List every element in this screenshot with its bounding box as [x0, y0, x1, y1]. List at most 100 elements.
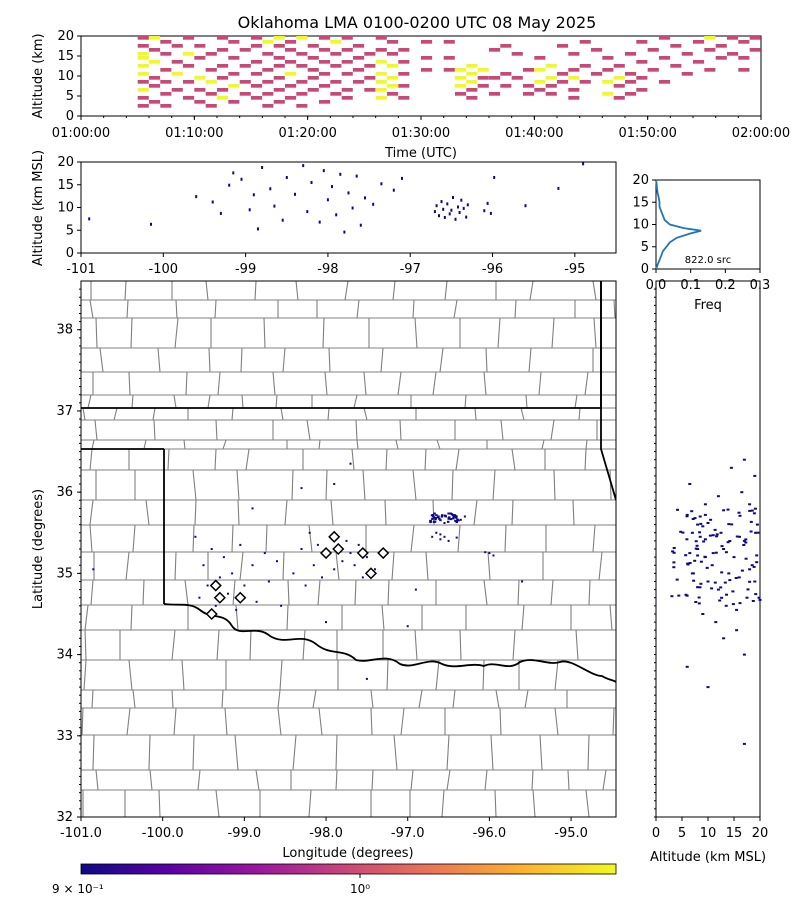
- altitude-latitude-point: [709, 518, 713, 521]
- county-line: [392, 281, 396, 301]
- longitude-altitude-point: [252, 193, 255, 197]
- time-altitude-cell: [217, 64, 229, 68]
- county-line: [602, 769, 607, 791]
- county-line: [363, 407, 368, 421]
- county-line: [435, 659, 440, 691]
- county-line: [312, 689, 317, 709]
- county-line: [492, 469, 496, 501]
- county-line: [95, 769, 99, 791]
- plan-view-point: [443, 522, 446, 524]
- time-altitude-cell: [307, 56, 319, 60]
- plan-view-point: [325, 621, 327, 624]
- altitude-latitude-point: [711, 552, 715, 555]
- county-line: [410, 524, 415, 553]
- county-line: [286, 604, 289, 631]
- time-altitude-cell: [341, 60, 353, 64]
- plan-view-point: [300, 548, 303, 550]
- plan-view-panel: -101.0 -100.0 -99.0 -98.0 -97.0 -96.0 -95.0 32 3…: [31, 280, 617, 861]
- plan-view-point: [484, 551, 487, 554]
- county-line: [609, 604, 613, 631]
- county-line: [184, 579, 189, 606]
- plan-view-point: [312, 564, 315, 567]
- time-altitude-cell: [341, 96, 353, 100]
- time-altitude-cell: [149, 60, 161, 64]
- colorbar: 9 × 10⁻¹ 10⁰: [52, 863, 617, 896]
- altitude-latitude-point: [755, 561, 759, 564]
- altitude-latitude-point: [724, 551, 728, 554]
- longitude-altitude-frame: [80, 161, 617, 254]
- time-altitude-cell: [636, 40, 648, 44]
- county-line: [277, 689, 281, 709]
- plan-view-point: [222, 556, 225, 559]
- longitude-altitude-point: [273, 204, 276, 208]
- time-altitude-cell: [421, 56, 433, 60]
- county-line: [292, 734, 297, 771]
- plan-view-point: [449, 512, 452, 515]
- time-altitude-cell: [137, 44, 149, 48]
- time-tick-label: 02:00:00: [732, 126, 790, 141]
- longitude-altitude-point: [457, 205, 459, 209]
- time-altitude-cell: [217, 88, 229, 92]
- plan-view-point: [255, 600, 258, 603]
- time-altitude-cell: [387, 76, 399, 80]
- altitude-latitude-point: [685, 665, 689, 668]
- altitude-latitude-point: [685, 513, 689, 516]
- county-line: [517, 579, 520, 606]
- altitude-latitude-point: [742, 653, 746, 656]
- latitude-tick-label: 33: [56, 729, 73, 744]
- time-altitude-cell: [625, 92, 637, 96]
- time-altitude-cell: [183, 36, 195, 40]
- time-altitude-cell: [353, 80, 365, 84]
- time-altitude-cell: [375, 72, 387, 76]
- longitude-altitude-point: [219, 211, 222, 215]
- time-altitude-cell: [557, 80, 569, 84]
- time-altitude-cell: [387, 40, 399, 44]
- longitude-tick-label: -101.0: [60, 826, 102, 841]
- longitude-altitude-point: [351, 206, 354, 210]
- altitude-tick-label: 20: [632, 173, 649, 188]
- time-altitude-cell: [330, 80, 342, 84]
- time-altitude-cell: [137, 56, 149, 60]
- county-line: [82, 407, 86, 421]
- time-altitude-cell: [183, 64, 195, 68]
- altitude-latitude-point: [710, 564, 714, 567]
- county-line: [593, 317, 597, 349]
- time-tick-label: 01:30:00: [392, 126, 450, 141]
- county-line: [265, 524, 268, 553]
- time-altitude-cell: [341, 48, 353, 52]
- county-line: [84, 604, 89, 631]
- time-altitude-cell: [319, 100, 331, 104]
- plan-view-point: [435, 514, 438, 517]
- altitude-latitude-point: [752, 565, 756, 568]
- time-altitude-cell: [489, 48, 501, 52]
- altitude-latitude-point: [713, 528, 717, 531]
- county-line: [499, 707, 502, 736]
- time-altitude-cell: [557, 72, 569, 76]
- plan-view-points: [92, 462, 524, 680]
- county-line: [174, 317, 179, 349]
- altitude-latitude-point: [742, 544, 746, 546]
- county-line: [524, 689, 529, 709]
- altitude-latitude-point: [755, 523, 759, 526]
- county-line: [95, 317, 98, 349]
- time-altitude-cell: [217, 48, 229, 52]
- longitude-altitude-point: [281, 218, 284, 222]
- altitude-latitude-point: [681, 531, 685, 534]
- county-line: [254, 281, 257, 301]
- plan-view-point: [488, 552, 491, 555]
- county-line: [128, 659, 133, 691]
- county-line: [130, 317, 133, 349]
- altitude-latitude-point: [701, 525, 705, 528]
- altitude-latitude-point: [753, 580, 757, 583]
- altitude-latitude-point: [742, 742, 746, 745]
- plan-view-point: [454, 516, 458, 519]
- altitude-latitude-point: [693, 559, 697, 562]
- county-line: [185, 371, 188, 396]
- county-boundaries: [81, 281, 616, 817]
- time-altitude-cell: [568, 52, 580, 56]
- plan-view-point: [239, 543, 242, 546]
- longitude-tick-label: -98.0: [309, 826, 343, 841]
- time-altitude-cell: [194, 100, 206, 104]
- county-line: [328, 347, 331, 373]
- altitude-latitude-point: [696, 586, 700, 589]
